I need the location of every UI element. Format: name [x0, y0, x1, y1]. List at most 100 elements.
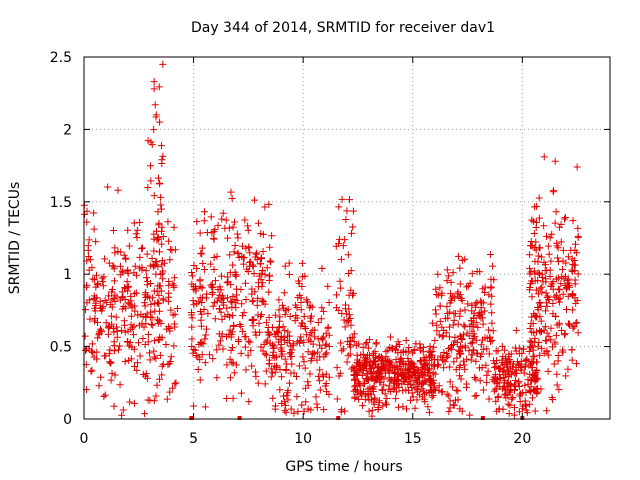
data-point — [568, 255, 576, 263]
data-point — [571, 240, 579, 248]
data-point — [487, 338, 495, 346]
data-point — [457, 375, 465, 383]
data-point — [434, 270, 442, 278]
data-point — [350, 387, 358, 395]
data-point — [333, 364, 341, 372]
data-point — [88, 347, 96, 355]
y-axis-label: SRMTID / TECUs — [7, 182, 23, 295]
data-point — [563, 305, 571, 313]
data-point — [404, 355, 412, 363]
data-point — [241, 279, 249, 287]
data-point-peak — [190, 402, 198, 410]
data-point — [200, 208, 208, 216]
data-point — [158, 227, 166, 235]
data-point — [156, 282, 164, 290]
data-point — [468, 270, 476, 278]
data-point — [488, 319, 496, 327]
data-point — [446, 404, 454, 412]
data-point — [374, 405, 382, 413]
data-point — [93, 319, 101, 327]
data-point — [213, 297, 221, 305]
data-point — [527, 237, 535, 245]
data-point — [461, 365, 469, 373]
data-point — [231, 218, 239, 226]
data-point — [138, 244, 146, 252]
data-point — [398, 357, 406, 365]
data-point — [159, 360, 167, 368]
data-point — [118, 267, 126, 275]
data-point — [120, 251, 128, 259]
data-point — [485, 350, 493, 358]
data-point — [335, 372, 343, 380]
data-point — [339, 345, 347, 353]
data-point — [472, 391, 480, 399]
data-point — [348, 229, 356, 237]
data-point — [553, 381, 561, 389]
data-point — [91, 314, 99, 322]
data-point — [460, 357, 468, 365]
data-point — [128, 343, 136, 351]
data-point — [190, 285, 198, 293]
data-point — [277, 346, 285, 354]
data-point — [368, 384, 376, 392]
data-point — [542, 289, 550, 297]
data-point — [437, 291, 445, 299]
data-point — [266, 257, 274, 265]
data-point — [550, 187, 558, 195]
data-point — [283, 389, 291, 397]
data-point — [124, 284, 132, 292]
data-point — [316, 341, 324, 349]
data-point — [158, 334, 166, 342]
data-point — [129, 324, 137, 332]
data-point — [536, 285, 544, 293]
data-point — [463, 355, 471, 363]
data-point — [231, 241, 239, 249]
data-point — [485, 395, 493, 403]
data-point — [217, 286, 225, 294]
data-point — [156, 180, 164, 188]
data-point — [276, 366, 284, 374]
data-point — [347, 321, 355, 329]
data-point — [242, 296, 250, 304]
data-point — [157, 205, 165, 213]
data-point — [121, 295, 129, 303]
data-point — [147, 138, 155, 146]
data-point — [416, 340, 424, 348]
data-point — [229, 261, 237, 269]
data-point — [278, 301, 286, 309]
data-point — [337, 284, 345, 292]
data-point — [381, 390, 389, 398]
data-point — [246, 338, 254, 346]
data-point — [486, 251, 494, 259]
data-point — [571, 267, 579, 275]
data-point — [274, 328, 282, 336]
data-point — [378, 354, 386, 362]
data-point — [258, 296, 266, 304]
data-point — [450, 401, 458, 409]
data-point — [431, 370, 439, 378]
y-tick-label: 2.5 — [50, 50, 72, 66]
data-point — [230, 248, 238, 256]
data-point — [431, 336, 439, 344]
data-point — [222, 216, 230, 224]
data-point — [515, 408, 523, 416]
data-point — [289, 341, 297, 349]
data-point — [540, 222, 548, 230]
data-point — [438, 333, 446, 341]
data-point — [369, 385, 377, 393]
axis-ticks — [83, 56, 610, 420]
data-point — [302, 325, 310, 333]
data-point — [140, 323, 148, 331]
data-point — [458, 344, 466, 352]
data-point — [530, 338, 538, 346]
data-point — [526, 286, 534, 294]
data-point — [201, 265, 209, 273]
data-point — [547, 324, 555, 332]
data-point — [371, 394, 379, 402]
data-point — [456, 361, 464, 369]
data-point — [144, 338, 152, 346]
data-point — [286, 332, 294, 340]
data-point — [388, 344, 396, 352]
data-point — [544, 351, 552, 359]
data-point — [307, 337, 315, 345]
